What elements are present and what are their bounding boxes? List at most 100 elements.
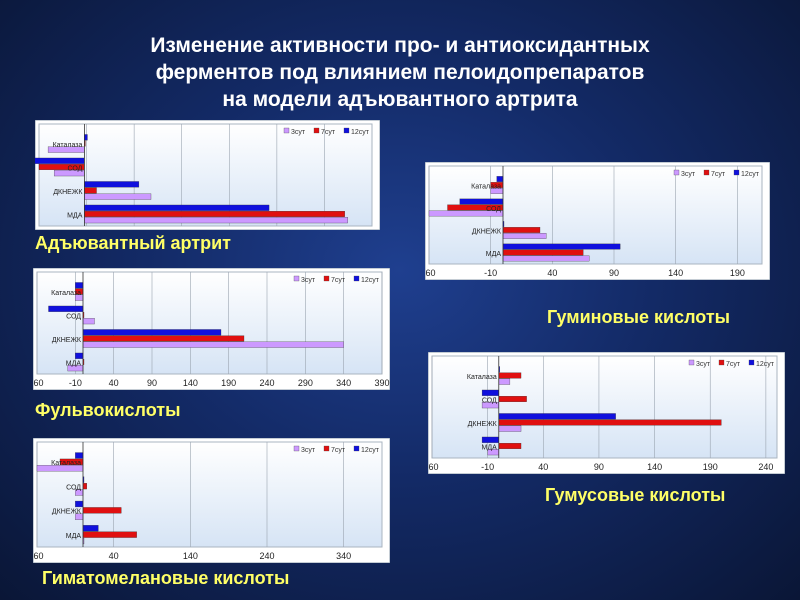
bar-3-cat-1 (82, 318, 95, 325)
caption-adjuvant-arthritis: Адъювантный артрит (35, 233, 231, 253)
legend-swatch-3 (673, 169, 680, 176)
bar-12-cat-3 (84, 204, 270, 211)
category-label: ДКНЕЖК (52, 337, 82, 344)
legend-swatch-12 (353, 275, 360, 282)
x-tick-label: 140 (183, 551, 198, 561)
x-tick-label: 390 (374, 378, 389, 388)
x-tick-label: 240 (758, 462, 773, 472)
caption-humus-acids: Гумусовые кислоты (545, 485, 726, 505)
legend-label-12: 12сут (756, 361, 775, 368)
legend-swatch-7 (718, 359, 725, 366)
category-label: СОД (66, 484, 81, 491)
bar-12-cat-0 (84, 134, 88, 141)
category-label: СОД (482, 397, 497, 404)
x-tick-label: -60 (33, 551, 44, 561)
legend-swatch-12 (733, 169, 740, 176)
legend-label-3: 3сут (301, 277, 316, 284)
legend-label-7: 7сут (331, 277, 346, 284)
x-tick-label: 90 (147, 378, 157, 388)
x-tick-label: 90 (594, 462, 604, 472)
bar-3-cat-3 (502, 255, 590, 262)
legend-label-12: 12сут (361, 277, 380, 284)
legend-swatch-12 (748, 359, 755, 366)
bar-7-cat-3 (82, 531, 137, 538)
bar-7-cat-1 (82, 483, 87, 490)
x-tick-label: 240 (259, 378, 274, 388)
bar-3-cat-3 (84, 217, 348, 224)
bar-12-cat-3 (481, 436, 499, 443)
bar-7-cat-2 (82, 507, 122, 514)
bar-12-cat-1 (459, 198, 504, 205)
category-label: СОД (67, 165, 82, 172)
title-line-3: на модели адъювантного артрита (222, 88, 578, 111)
bar-7-cat-2 (502, 227, 541, 233)
category-label: Каталаза (53, 142, 83, 149)
category-label: СОД (66, 313, 81, 320)
bar-3-cat-2 (82, 341, 344, 348)
bar-12-cat-3 (502, 243, 621, 250)
bar-12-cat-1 (48, 305, 84, 312)
bar-12-cat-2 (75, 500, 84, 508)
bar-12-cat-2 (498, 413, 616, 420)
x-tick-label: 240 (259, 551, 274, 561)
bar-12-cat-1 (35, 157, 85, 164)
category-label: МДА (67, 212, 83, 219)
legend-swatch-12 (343, 127, 350, 134)
caption-hymatomelanic-acids: Гиматомелановые кислоты (42, 568, 290, 588)
legend-swatch-3 (283, 127, 290, 134)
bar-3-cat-2 (498, 425, 522, 432)
x-tick-label: 190 (221, 378, 236, 388)
chart-svg: -60 -10 40 90 140 190 240 3сут 7сут 12сут Каталаза… (428, 352, 785, 474)
bar-7-cat-2 (82, 335, 245, 342)
legend-swatch-3 (688, 359, 695, 366)
legend-swatch-3 (293, 275, 300, 282)
x-tick-label: 140 (668, 268, 683, 278)
legend-label-7: 7сут (711, 171, 726, 178)
bar-7-cat-2 (84, 187, 97, 194)
slide-title: Изменение активности про- и антиоксидант… (0, 32, 800, 113)
category-label: Каталаза (471, 183, 501, 190)
legend-swatch-7 (703, 169, 710, 176)
x-tick-label: 40 (109, 378, 119, 388)
x-tick-label: 140 (183, 378, 198, 388)
bar-12-cat-3 (75, 352, 84, 359)
x-tick-label: 190 (703, 462, 718, 472)
chart-adjuvant-arthritis: 3сут 7сут 12сут Каталаза СОД ДКНЕЖК МДА (35, 120, 380, 230)
legend-label-7: 7сут (331, 447, 346, 454)
category-label: ДКНЕЖК (472, 228, 502, 235)
legend-label-3: 3сут (681, 171, 696, 178)
chart-svg: 3сут 7сут 12сут Каталаза СОД ДКНЕЖК МДА (35, 120, 380, 230)
legend-label-7: 7сут (321, 129, 336, 136)
title-line-1: Изменение активности про- и антиоксидант… (150, 34, 650, 57)
chart-svg: -60 -10 40 90 140 190 3сут 7сут 12сут Каталаза СОД… (425, 162, 770, 280)
category-label: МДА (66, 360, 82, 367)
bar-7-cat-1 (498, 396, 527, 402)
chart-fulvic-acids: -60 -10 40 90 140 190 240 290 340 390 3сут 7сут 12су… (33, 268, 390, 390)
x-tick-label: 40 (538, 462, 548, 472)
chart-svg: -60 40 140 240 340 3сут 7сут 12сут Каталаза СОД ДК… (33, 438, 390, 563)
x-tick-label: -60 (33, 378, 44, 388)
x-tick-label: -10 (69, 378, 82, 388)
bar-7-cat-3 (502, 249, 584, 256)
legend-label-12: 12сут (361, 447, 380, 454)
legend-swatch-7 (313, 127, 320, 134)
x-tick-label: 40 (547, 268, 557, 278)
x-tick-label: 140 (647, 462, 662, 472)
bar-7-cat-3 (84, 211, 345, 217)
caption-fulvic-acids: Фульвокислоты (35, 400, 181, 420)
bar-12-cat-1 (481, 389, 499, 396)
category-label: Каталаза (467, 374, 497, 381)
bar-12-cat-0 (75, 282, 84, 289)
legend-swatch-3 (293, 445, 300, 452)
bar-7-cat-3 (498, 443, 522, 449)
bar-7-cat-2 (498, 419, 722, 426)
x-tick-label: 90 (609, 268, 619, 278)
x-tick-label: 40 (109, 551, 119, 561)
bar-12-cat-2 (84, 181, 140, 188)
bar-12-cat-0 (75, 452, 84, 459)
legend-label-12: 12сут (351, 129, 370, 136)
bar-3-cat-0 (498, 378, 511, 385)
x-tick-label: -10 (481, 462, 494, 472)
chart-svg: -60 -10 40 90 140 190 240 290 340 390 3сут 7сут 12су… (33, 268, 390, 390)
category-label: ДКНЕЖК (468, 421, 498, 428)
